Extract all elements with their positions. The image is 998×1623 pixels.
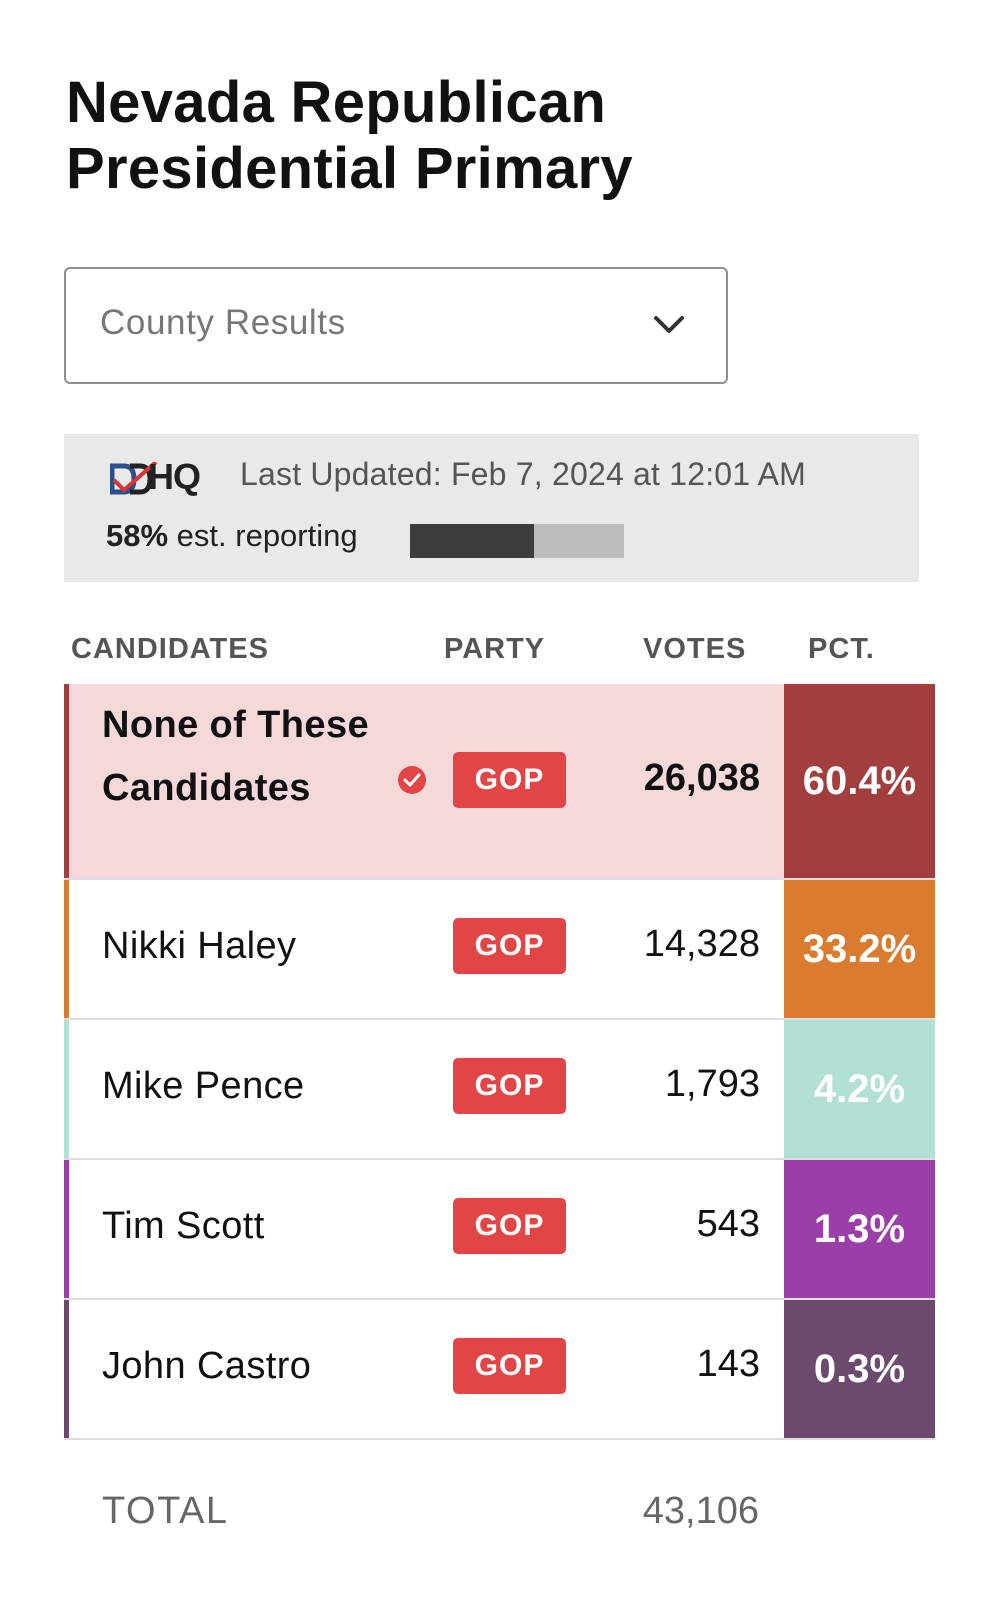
vote-percent: 0.3%	[784, 1300, 935, 1438]
ddhq-logo-mark-icon	[110, 462, 158, 495]
vote-count: 1,793	[664, 1063, 760, 1105]
vote-count: 543	[696, 1203, 760, 1245]
vote-count: 26,038	[643, 757, 760, 799]
candidate-color-accent	[64, 684, 69, 878]
candidate-name: Mike Pence	[102, 1065, 305, 1107]
vote-percent: 60.4%	[784, 684, 935, 878]
column-header-votes[interactable]: VOTES	[643, 633, 747, 665]
vote-percent: 1.3%	[784, 1160, 935, 1298]
column-header-party[interactable]: PARTY	[444, 633, 546, 665]
dropdown-selected-label: County Results	[100, 303, 346, 342]
county-results-dropdown[interactable]: County Results	[64, 267, 728, 384]
vote-percent: 4.2%	[784, 1020, 935, 1158]
ddhq-logo-text: HQ	[148, 456, 201, 497]
party-badge: GOP	[453, 752, 566, 808]
reporting-suffix: est. reporting	[176, 518, 358, 553]
status-panel: HQ Last Updated: Feb 7, 2024 at 12:01 AM…	[64, 434, 919, 582]
page-title: Nevada Republican Presidential Primary	[66, 70, 766, 202]
party-badge: GOP	[453, 1338, 566, 1394]
table-row: Mike Pence GOP 1,793 4.2%	[64, 1020, 935, 1160]
total-label: TOTAL	[102, 1490, 229, 1532]
winner-check-icon	[398, 766, 426, 794]
reporting-text: 58% est. reporting	[106, 518, 358, 554]
column-header-candidates[interactable]: CANDIDATES	[71, 633, 269, 665]
table-row: Nikki Haley GOP 14,328 33.2%	[64, 880, 935, 1020]
vote-count: 14,328	[643, 923, 760, 965]
candidate-color-accent	[64, 1160, 69, 1298]
table-row: John Castro GOP 143 0.3%	[64, 1300, 935, 1440]
reporting-percent: 58%	[106, 518, 169, 553]
candidate-name: None of These Candidates	[102, 704, 370, 809]
table-row: Tim Scott GOP 543 1.3%	[64, 1160, 935, 1300]
candidate-name: John Castro	[102, 1345, 312, 1387]
candidate-color-accent	[64, 880, 69, 1018]
reporting-progress-bar	[410, 524, 624, 558]
candidate-color-accent	[64, 1020, 69, 1158]
party-badge: GOP	[453, 918, 566, 974]
chevron-down-icon	[654, 316, 684, 333]
title-line-2: Presidential Primary	[66, 136, 633, 201]
candidate-color-accent	[64, 1300, 69, 1438]
candidate-name: Tim Scott	[102, 1205, 265, 1247]
vote-percent: 33.2%	[784, 880, 935, 1018]
party-badge: GOP	[453, 1198, 566, 1254]
column-header-pct[interactable]: PCT.	[808, 633, 875, 665]
total-votes: 43,106	[642, 1490, 759, 1532]
title-line-1: Nevada Republican	[66, 70, 607, 135]
last-updated-text: Last Updated: Feb 7, 2024 at 12:01 AM	[240, 456, 807, 492]
vote-count: 143	[696, 1343, 760, 1385]
table-row: None of These Candidates GOP 26,038 60.4%	[64, 684, 935, 880]
candidate-name: Nikki Haley	[102, 925, 297, 967]
party-badge: GOP	[453, 1058, 566, 1114]
reporting-progress-fill	[410, 524, 535, 558]
